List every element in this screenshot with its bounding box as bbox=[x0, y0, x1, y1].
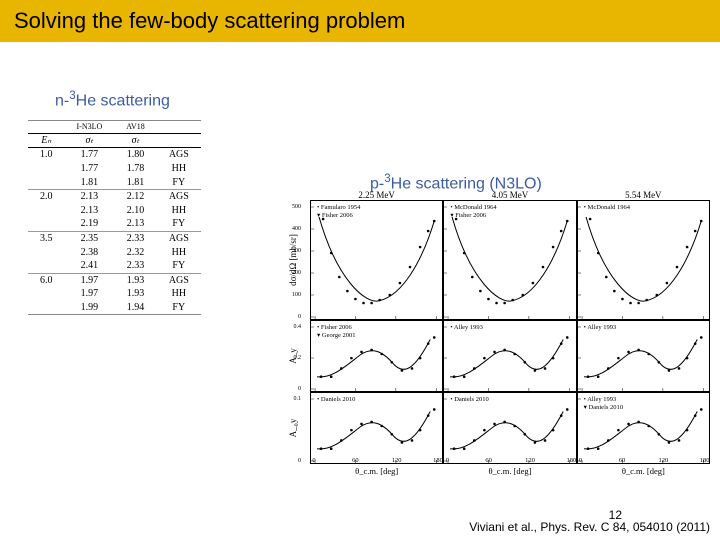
panel-title: 5.54 MeV bbox=[625, 190, 662, 200]
chart-panel: • Alley 1993 bbox=[443, 320, 576, 392]
table-row: 1.971.93HH bbox=[28, 287, 201, 301]
table-row: 2.192.13FY bbox=[28, 217, 201, 231]
table-row: 6.01.971.93AGS bbox=[28, 273, 201, 287]
chart-panel: • Alley 1993 bbox=[577, 320, 710, 392]
y-axis-label: dσ/dΩ [mb/sr] bbox=[288, 234, 298, 286]
chart-panel: 4.05 MeV• McDonald 1964▾ Fisher 2006 bbox=[443, 200, 576, 320]
panel-legend: • McDonald 1964▾ Fisher 2006 bbox=[450, 204, 496, 220]
title-bar: Solving the few-body scattering problem bbox=[0, 0, 720, 42]
x-labels: θ_c.m. [deg] θ_c.m. [deg] θ_c.m. [deg] bbox=[310, 466, 710, 476]
table-row: 1.01.771.80AGS bbox=[28, 148, 201, 162]
citation: Viviani et al., Phys. Rev. C 84, 054010 … bbox=[469, 520, 710, 534]
table-row: 3.52.352.33AGS bbox=[28, 231, 201, 245]
panel-legend: • Daniels 2010 bbox=[317, 396, 355, 404]
panel-legend: • Alley 1993 bbox=[450, 324, 483, 332]
subtitle-n3he: n-3He scattering bbox=[55, 90, 170, 110]
chart-grid: dσ/dΩ [mb/sr]01002003004005002.25 MeV• F… bbox=[310, 200, 710, 465]
chart-panel: 5.54 MeV• McDonald 1964 bbox=[577, 200, 710, 320]
table-row: 1.771.78HH bbox=[28, 162, 201, 176]
panel-legend: • McDonald 1964 bbox=[584, 204, 630, 212]
panel-title: 4.05 MeV bbox=[492, 190, 529, 200]
chart-panel: A_y00.20.4• Fisher 2006▾ George 2001 bbox=[310, 320, 443, 392]
table-row: 1.991.94FY bbox=[28, 301, 201, 315]
chart-panel: dσ/dΩ [mb/sr]01002003004005002.25 MeV• F… bbox=[310, 200, 443, 320]
chart-panel: A_₀y00.1• Daniels 2010 bbox=[310, 392, 443, 464]
y-axis-label: A_₀y bbox=[288, 419, 298, 438]
table-row: 1.811.81FY bbox=[28, 175, 201, 189]
chart-panel: • Daniels 2010 bbox=[443, 392, 576, 464]
table-row: 2.412.33FY bbox=[28, 259, 201, 273]
page-title: Solving the few-body scattering problem bbox=[14, 8, 706, 34]
panel-legend: • Alley 1993▾ Daniels 2010 bbox=[584, 396, 623, 412]
panel-legend: • Fisher 2006▾ George 2001 bbox=[317, 324, 356, 340]
panel-legend: • Daniels 2010 bbox=[450, 396, 488, 404]
data-table: I-N3LOAV18 Eₙσₜσₜ 1.01.771.80AGS1.771.78… bbox=[28, 120, 201, 315]
panel-legend: • Famularo 1954▾ Fisher 2006 bbox=[317, 204, 360, 220]
panel-title: 2.25 MeV bbox=[358, 190, 395, 200]
panel-legend: • Alley 1993 bbox=[584, 324, 617, 332]
table-row: 2.132.10HH bbox=[28, 204, 201, 218]
chart-panel: • Alley 1993▾ Daniels 2010 bbox=[577, 392, 710, 464]
table-row: 2.02.132.12AGS bbox=[28, 189, 201, 203]
table-row: 2.382.32HH bbox=[28, 245, 201, 259]
